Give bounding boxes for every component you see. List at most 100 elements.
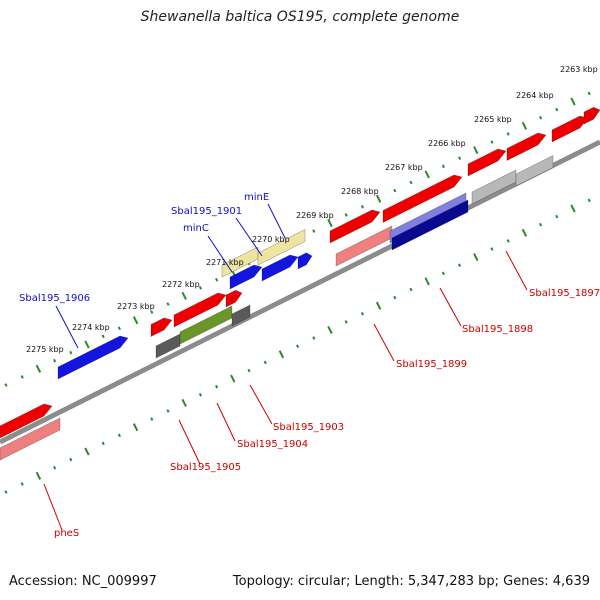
gene-box-sbal195-1897b (515, 155, 554, 187)
minor-tick (247, 368, 251, 373)
minor-tick (555, 107, 559, 112)
gene-label-leader (235, 217, 263, 257)
minor-tick (150, 310, 154, 314)
gene-label: pheS (54, 528, 79, 539)
major-tick (375, 301, 382, 310)
minor-tick (101, 441, 105, 446)
gene-arrow-sbal195-1904 (173, 292, 227, 328)
gene-arrow-sbal195-1905 (150, 317, 173, 337)
gene-label-leader (373, 323, 395, 362)
minor-tick (490, 247, 494, 251)
gene-arrow-sbal195-1906 (57, 335, 129, 380)
gene-arrow-sbal195-1899 (329, 209, 381, 244)
minor-tick (198, 393, 202, 397)
gene-label: minE (244, 192, 269, 203)
gene-arrow-sbal195-1903 (225, 289, 243, 308)
kbp-tick-label: 2266 kbp (428, 139, 466, 148)
gene-label: Sbal195_1904 (237, 439, 308, 450)
kbp-tick-label: 2263 kbp (560, 65, 598, 74)
gene-label-leader (505, 250, 528, 291)
gene-label-leader (439, 287, 462, 327)
minor-tick (198, 286, 202, 290)
minor-tick (20, 482, 24, 486)
minor-tick (393, 295, 397, 300)
gene-label-leader (267, 203, 286, 239)
minor-tick (4, 383, 8, 387)
minor-tick (360, 205, 364, 209)
major-tick (84, 447, 90, 456)
gene-label-leader (207, 235, 233, 273)
kbp-tick-label: 2268 kbp (341, 187, 379, 196)
major-tick (521, 121, 528, 130)
kbp-tick-label: 2270 kbp (252, 235, 290, 244)
major-tick (181, 398, 187, 407)
gene-label-leader (216, 402, 236, 442)
gene-label: minC (183, 223, 209, 234)
minor-tick (296, 344, 300, 348)
gene-box-phes (0, 417, 61, 461)
major-tick (570, 97, 576, 106)
gene-label-leader (55, 305, 79, 349)
gene-box-sbal195-1898 (391, 199, 469, 251)
minor-tick (215, 384, 219, 389)
gene-label-leader (249, 384, 273, 425)
minor-tick (539, 115, 543, 120)
major-tick (35, 364, 42, 373)
major-tick (230, 374, 236, 383)
minor-tick (312, 336, 316, 340)
map-title: Shewanella baltica OS195, complete genom… (140, 9, 460, 25)
gene-arrow-sbal195-1897 (467, 148, 507, 177)
minor-tick (409, 180, 413, 185)
gene-arrow-phes (0, 403, 53, 439)
major-tick (327, 218, 333, 228)
kbp-tick-label: 2269 kbp (296, 211, 334, 220)
minor-tick (20, 375, 24, 379)
major-tick (375, 194, 382, 203)
kbp-tick-label: 2265 kbp (474, 115, 512, 124)
minor-tick (344, 213, 348, 217)
gene-label: Sbal195_1905 (170, 462, 241, 473)
major-tick (570, 204, 576, 213)
minor-tick (393, 188, 397, 193)
major-tick (132, 316, 139, 325)
genome-backbone (0, 139, 600, 445)
minor-tick (215, 277, 219, 282)
minor-tick (166, 302, 170, 306)
major-tick (424, 277, 430, 286)
gene-label: Sbal195_1903 (273, 422, 344, 433)
minor-tick (53, 465, 57, 470)
gene-label: Sbal195_1897 (529, 288, 600, 299)
minor-tick (587, 198, 591, 203)
major-tick (521, 228, 528, 237)
kbp-tick-label: 2272 kbp (162, 280, 200, 289)
gene-label: Sbal195_1906 (19, 293, 90, 304)
kbp-tick-label: 2264 kbp (516, 91, 554, 100)
gene-box-sbal195-1905 (155, 333, 181, 359)
minor-tick (441, 271, 445, 276)
kbp-tick-label: 2275 kbp (26, 345, 64, 354)
minor-tick (263, 360, 267, 365)
major-tick (424, 170, 430, 179)
gene-arrow-edge (583, 106, 600, 125)
major-tick (473, 253, 479, 262)
gene-label: Sbal195_1898 (462, 324, 533, 335)
gene-box-sbal195-1900b (257, 229, 306, 266)
gene-arrow-mine (297, 252, 313, 270)
kbp-tick-label: 2267 kbp (385, 163, 423, 172)
minor-tick (555, 214, 559, 219)
genome-summary-text: Topology: circular; Length: 5,347,283 bp… (232, 574, 590, 589)
minor-tick (117, 326, 121, 331)
minor-tick (539, 222, 543, 227)
minor-tick (69, 350, 73, 355)
minor-tick (4, 490, 8, 494)
gene-arrow-sbal195-1896 (551, 115, 589, 143)
gene-label: Sbal195_1901 (171, 206, 242, 217)
kbp-tick-label: 2274 kbp (72, 323, 110, 332)
major-tick (327, 325, 333, 335)
minor-tick (69, 457, 73, 462)
kbp-tick-label: 2273 kbp (117, 302, 155, 311)
major-tick (132, 423, 139, 432)
minor-tick (360, 312, 364, 316)
major-tick (35, 471, 42, 480)
